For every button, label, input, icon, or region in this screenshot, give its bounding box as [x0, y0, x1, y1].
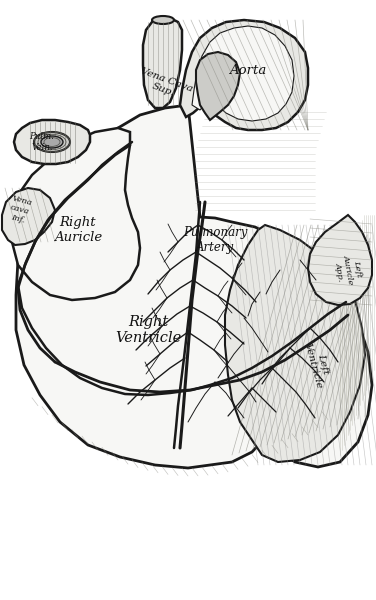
- Ellipse shape: [34, 132, 70, 152]
- Text: Right
Auricle: Right Auricle: [54, 216, 102, 244]
- Text: Left
Ventricle: Left Ventricle: [303, 340, 334, 390]
- Polygon shape: [143, 18, 182, 108]
- Polygon shape: [180, 20, 308, 130]
- Ellipse shape: [41, 136, 63, 148]
- Text: Right
Ventricle: Right Ventricle: [115, 315, 181, 345]
- Ellipse shape: [152, 16, 174, 24]
- Polygon shape: [12, 128, 140, 300]
- Polygon shape: [225, 225, 365, 462]
- Text: Left
Auricle
App.: Left Auricle App.: [332, 253, 364, 287]
- Polygon shape: [2, 188, 55, 245]
- Text: Pulmonary
Artery: Pulmonary Artery: [183, 226, 247, 254]
- Text: Aorta: Aorta: [229, 64, 267, 76]
- Text: Pulm.
Vein.: Pulm. Vein.: [30, 132, 55, 152]
- Polygon shape: [16, 105, 372, 468]
- Text: Vena Cava
Sup.: Vena Cava Sup.: [136, 67, 194, 103]
- Polygon shape: [14, 120, 90, 164]
- Text: Vena
cava
Inf.: Vena cava Inf.: [7, 194, 33, 226]
- Polygon shape: [308, 215, 372, 305]
- Polygon shape: [196, 52, 240, 120]
- Polygon shape: [192, 26, 294, 121]
